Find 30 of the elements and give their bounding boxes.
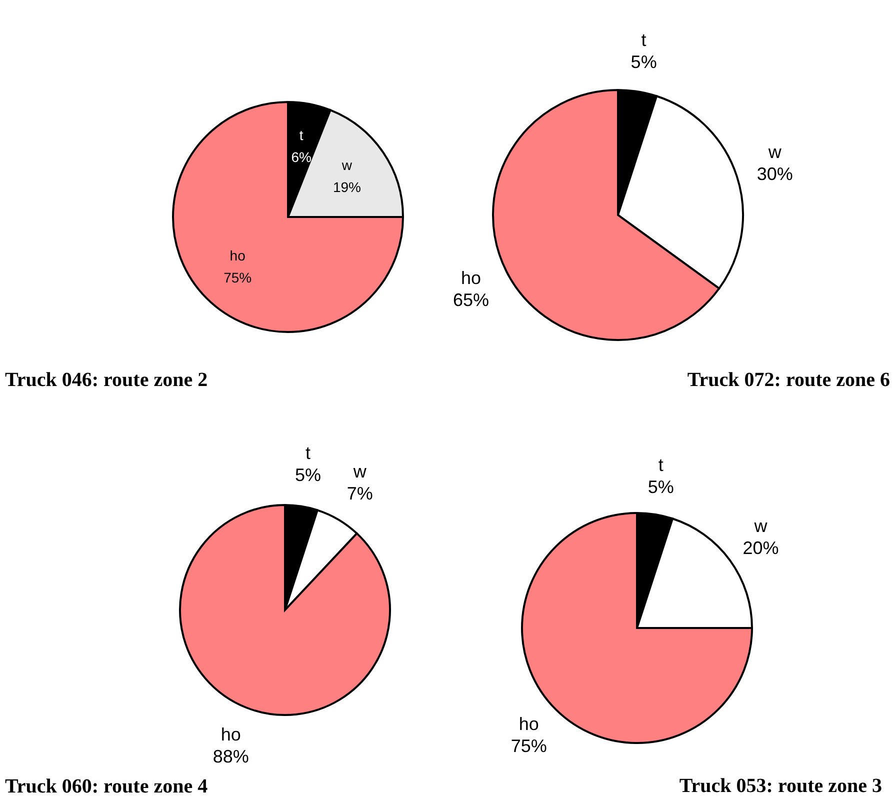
slice-label: t — [305, 442, 311, 463]
slice-label: ho — [460, 268, 481, 288]
text: Truck 053: route zone 3 — [679, 775, 882, 797]
slice-label: ho — [220, 724, 241, 745]
slice-label: w — [753, 516, 768, 536]
data-label: 5% — [648, 476, 674, 497]
data-label: 5% — [294, 464, 322, 485]
data-label: 88% — [212, 746, 249, 767]
slice-label: t — [299, 126, 304, 143]
data-label: 75% — [224, 269, 252, 286]
text: Truck 072: route zone 6 — [687, 369, 890, 391]
pie-slice — [172, 101, 404, 333]
data-label: 7% — [346, 483, 373, 504]
slice-label: ho — [230, 247, 246, 264]
data-label: 75% — [510, 736, 547, 756]
text: Truck 060: route zone 4 — [5, 776, 208, 798]
slice-label: t — [641, 30, 646, 50]
data-label: 19% — [332, 178, 361, 195]
data-label: 30% — [756, 164, 793, 184]
data-label: 65% — [452, 290, 489, 310]
data-label: 5% — [630, 52, 657, 72]
slice-label: w — [352, 461, 368, 482]
slice-label: t — [658, 454, 664, 475]
data-label: 6% — [291, 148, 312, 165]
slice-label: ho — [518, 714, 539, 734]
pie-slice — [179, 504, 391, 716]
slice-label: w — [340, 156, 353, 173]
slice-label: w — [767, 142, 782, 162]
data-label: 20% — [742, 538, 779, 558]
text: Truck 046: route zone 2 — [5, 369, 208, 391]
